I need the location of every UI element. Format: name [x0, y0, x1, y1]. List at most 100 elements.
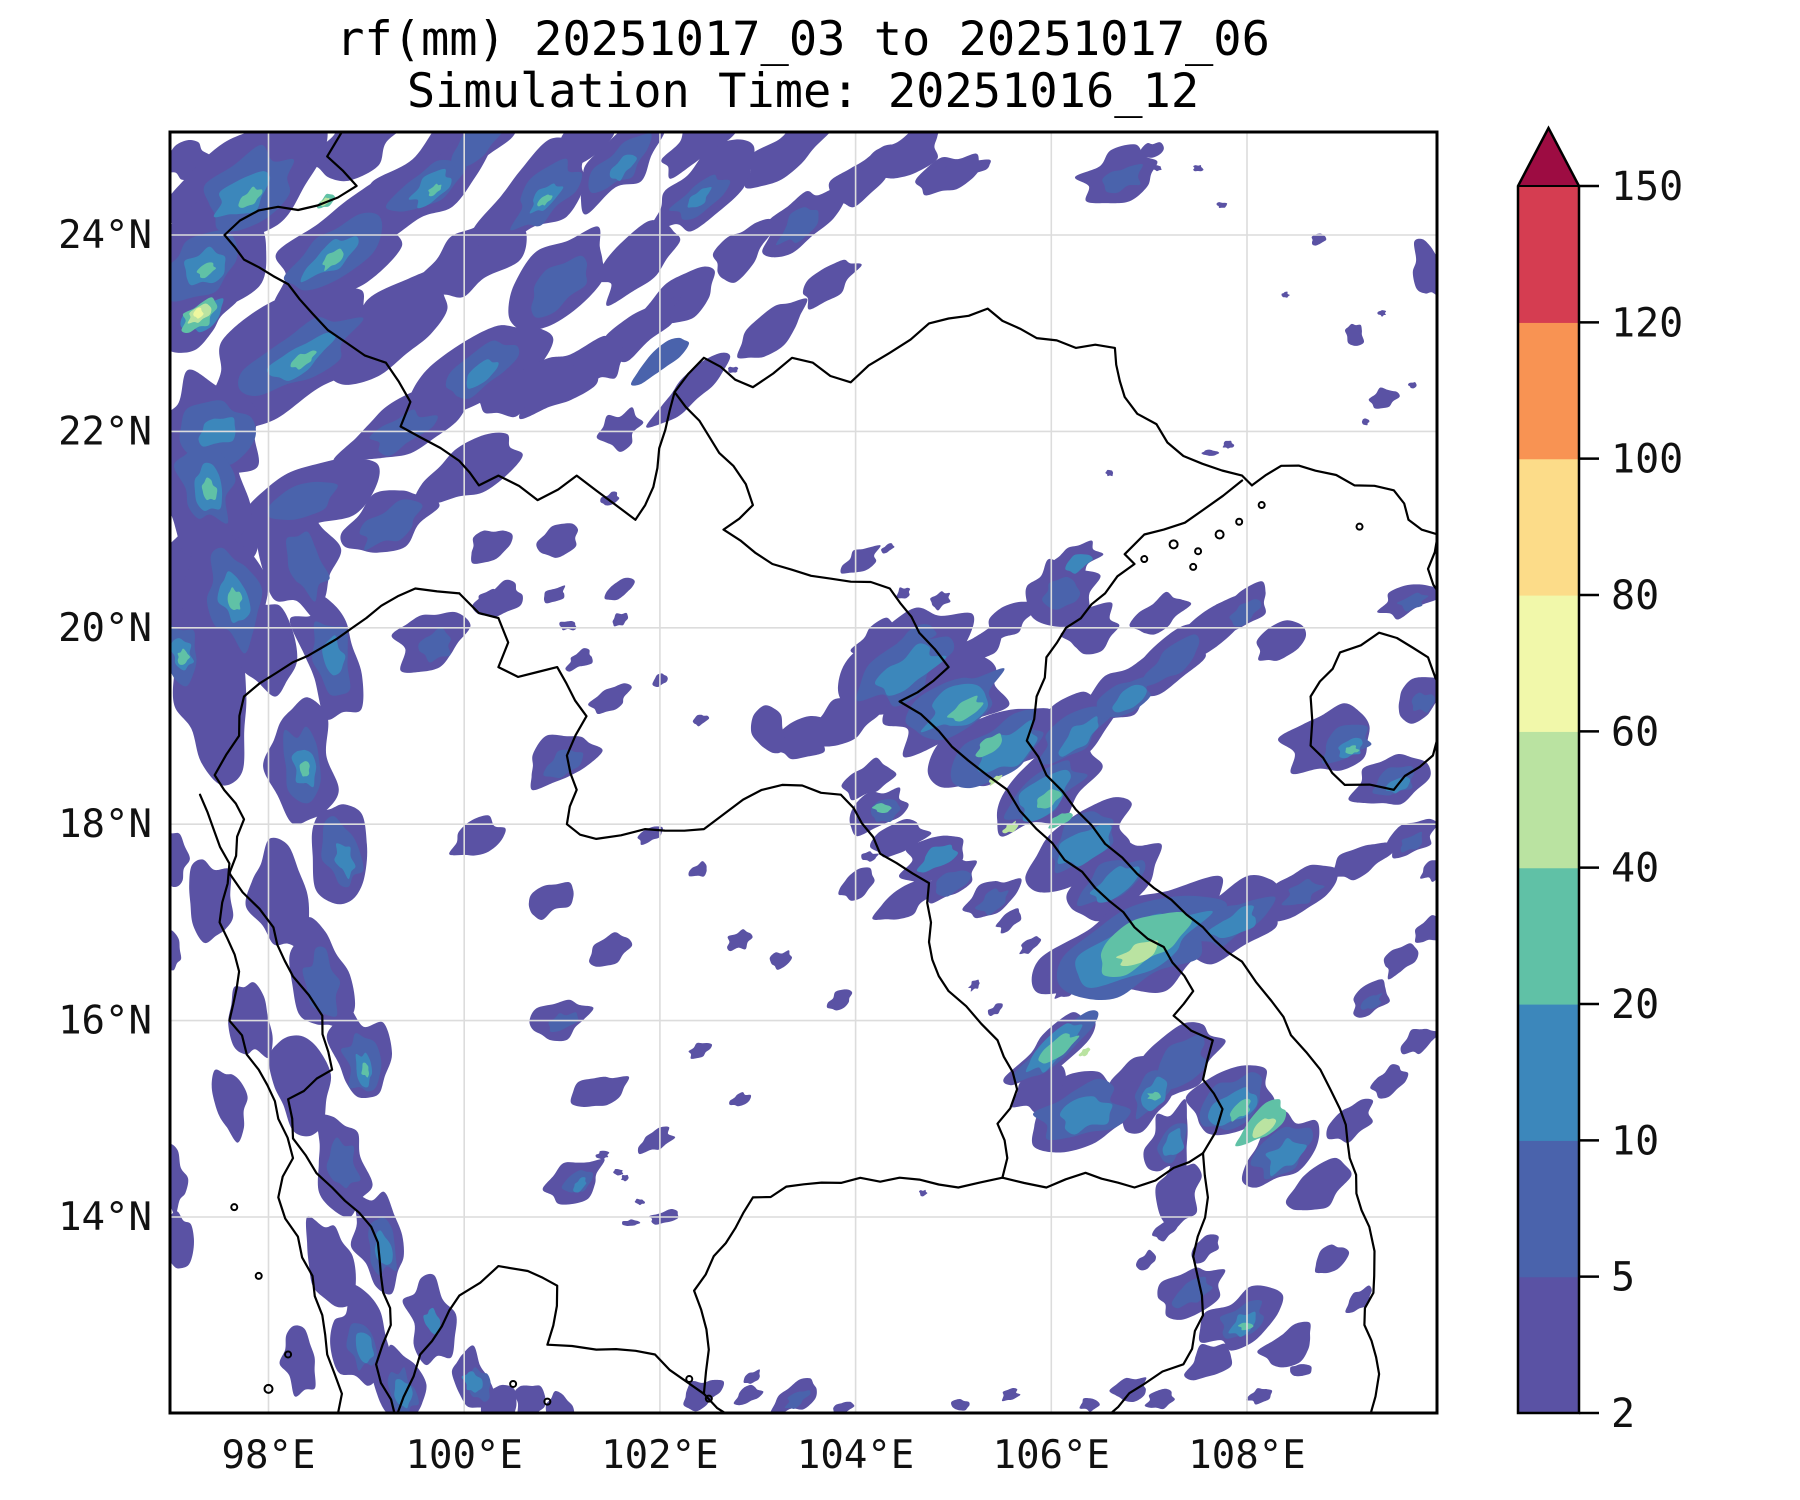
- border-line: [223, 132, 1253, 521]
- rain-cell-level2: [920, 683, 989, 733]
- colorbar-tick-label: 80: [1611, 573, 1659, 619]
- rain-cell-level3: [227, 587, 243, 611]
- rain-cell-level0: [1079, 1398, 1100, 1412]
- rain-cell-level1: [1102, 164, 1143, 194]
- rain-cell-level1: [1400, 831, 1423, 853]
- rain-cell-level2: [355, 1332, 375, 1364]
- border-line: [673, 391, 1224, 1155]
- island: [1257, 501, 1266, 510]
- colorbar-tick-label: 60: [1611, 709, 1659, 755]
- rain-cell-level0: [170, 1143, 189, 1216]
- rain-cell-level1: [1229, 599, 1262, 627]
- rain-cell-level2: [977, 720, 1038, 773]
- rain-cell-level2: [423, 1307, 441, 1335]
- rain-cell-level1: [896, 624, 937, 656]
- colorbar-segment: [1518, 1140, 1579, 1278]
- rain-cell-level0: [1152, 1218, 1179, 1242]
- rain-cell-level0: [1414, 915, 1437, 943]
- map-layers: [170, 132, 1437, 1413]
- rain-cell-level2: [1065, 554, 1093, 574]
- rain-cell-level0: [545, 1391, 575, 1413]
- rain-cell-level2: [408, 168, 452, 209]
- island: [263, 1383, 274, 1394]
- rain-cell-level0: [245, 837, 310, 951]
- island: [685, 1375, 694, 1384]
- rain-cell-level2: [1162, 1128, 1185, 1156]
- rain-cell-level2: [1058, 716, 1099, 757]
- island: [230, 1203, 239, 1212]
- rain-cell-level0: [988, 601, 1037, 642]
- rain-cell-level0: [769, 715, 826, 760]
- rain-cell-level3: [177, 648, 190, 665]
- rain-cell-level3: [299, 761, 310, 777]
- rain-cell-level0: [1139, 142, 1164, 158]
- x-tick-label: 102°E: [601, 1433, 718, 1478]
- rain-cell-level3: [196, 262, 217, 279]
- rain-cell-level0: [1257, 1321, 1311, 1368]
- rain-cell-level0: [861, 851, 879, 862]
- x-tick-label: 100°E: [405, 1433, 522, 1478]
- rain-cell-level1: [784, 1390, 811, 1409]
- rain-cell-level0: [570, 1076, 630, 1107]
- rain-cell-level3: [1147, 1091, 1161, 1101]
- country-borders: [198, 132, 1437, 1413]
- rain-cell-level2: [1112, 684, 1147, 713]
- figure-subtitle: Simulation Time: 20251016_12: [406, 64, 1200, 119]
- rain-cell-level0: [603, 294, 682, 363]
- rain-cell-level0: [449, 815, 506, 856]
- rain-cell-level3: [871, 803, 892, 814]
- rain-cell-level0: [727, 929, 753, 952]
- rain-cell-level2: [466, 359, 499, 389]
- rain-cell-level0: [604, 577, 635, 601]
- rain-cell-level0: [279, 1325, 316, 1397]
- rain-cell-level3: [1038, 1033, 1080, 1064]
- rain-cell-level0: [896, 587, 911, 599]
- rain-cell-level0: [306, 132, 399, 182]
- x-tick-label: 98°E: [222, 1433, 316, 1478]
- rain-cell-level0: [1383, 943, 1419, 980]
- rain-cell-level0: [688, 861, 707, 877]
- rain-cell-level3: [1345, 745, 1360, 755]
- rain-cell-level0: [536, 523, 579, 558]
- island: [543, 1397, 552, 1406]
- rain-cell-level3: [537, 194, 553, 207]
- rain-cell-level1: [1396, 592, 1429, 612]
- rain-cell-level0: [514, 1385, 546, 1413]
- rain-cell-level1: [418, 626, 451, 663]
- graticule: [170, 132, 1437, 1413]
- border-line: [1250, 464, 1437, 592]
- rain-cell-level0: [826, 989, 853, 1011]
- rain-cell-level0: [1361, 418, 1370, 426]
- rain-cell-level0: [1344, 323, 1365, 346]
- rain-cell-level2: [916, 844, 959, 873]
- rain-cell-level0: [769, 950, 793, 970]
- rain-cell-level0: [472, 579, 523, 617]
- border-line: [213, 587, 461, 1413]
- rain-cell-level1: [975, 888, 1009, 916]
- rain-cell-level0: [572, 337, 625, 388]
- colorbar-segment: [1518, 731, 1579, 869]
- y-tick-label: 20°N: [58, 606, 152, 651]
- rain-cell-level2: [687, 187, 712, 208]
- rain-cell-level0: [869, 818, 932, 858]
- border-line: [198, 793, 343, 1413]
- rain-cell-level4: [1252, 1118, 1277, 1139]
- y-tick-label: 14°N: [58, 1195, 152, 1240]
- rain-cell-level0: [588, 683, 632, 715]
- rain-cell-level0: [170, 930, 182, 971]
- rain-cell-level0: [1222, 440, 1235, 449]
- rain-cell-level3: [975, 733, 1002, 758]
- rain-cell-level0: [646, 352, 731, 428]
- rain-cell-level0: [1314, 1244, 1350, 1274]
- rain-cell-level0: [968, 979, 980, 992]
- rain-cell-level0: [1326, 1098, 1374, 1143]
- colorbar-segment: [1518, 595, 1579, 732]
- rain-cell-level0: [951, 1398, 970, 1411]
- rain-cell-level0: [1400, 1028, 1437, 1055]
- colorbar-outline: [1516, 125, 1581, 1415]
- rain-cell-level0: [189, 859, 234, 944]
- rain-cell-level2: [573, 1177, 587, 1193]
- rain-cell-level3: [1036, 788, 1062, 809]
- rain-cell-level0: [170, 1211, 194, 1269]
